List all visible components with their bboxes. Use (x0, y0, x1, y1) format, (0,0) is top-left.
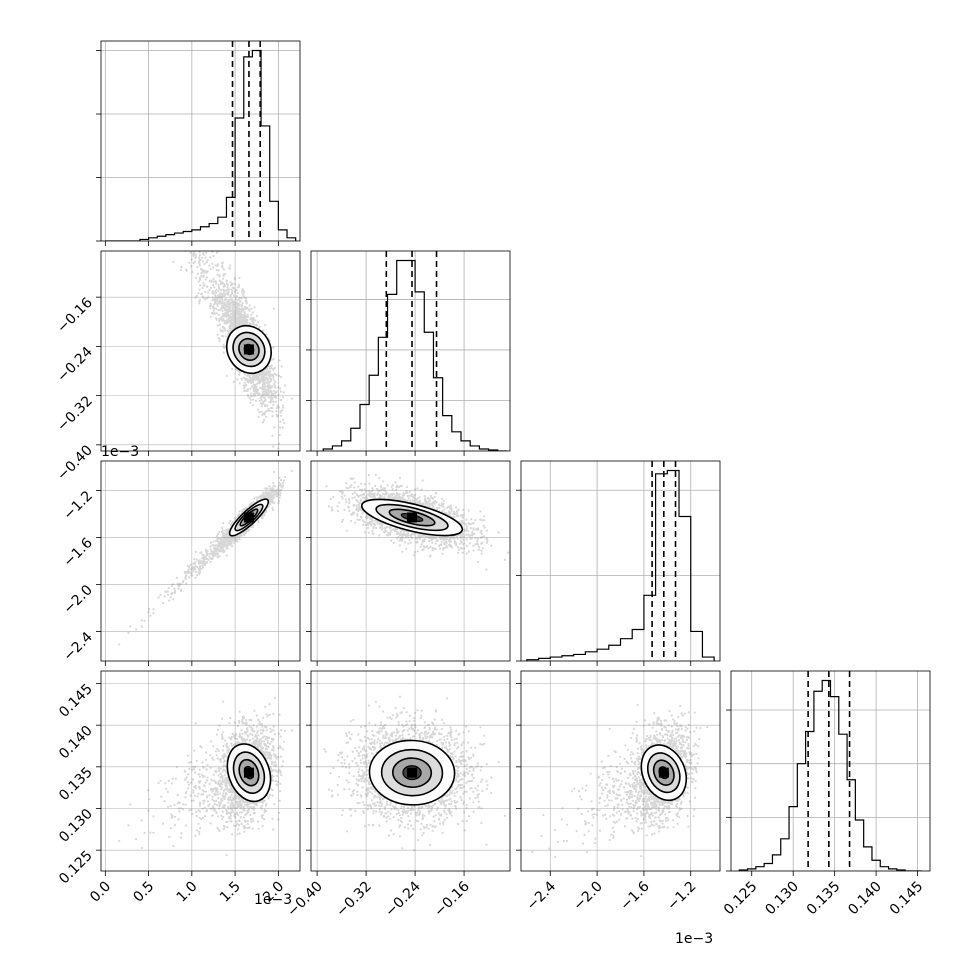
x-tick-label: 0.145 (887, 879, 927, 919)
axes-frame (100, 40, 301, 242)
x-tick-label: 1.5 (217, 879, 244, 906)
scatter-panel-2-0 (101, 461, 300, 661)
scatter-panel-1-0 (101, 251, 300, 451)
axes-frame (520, 670, 721, 872)
y-tick-label: 0.130 (56, 806, 96, 846)
axes-frame (100, 670, 301, 872)
axes-frame (520, 460, 721, 662)
y-tick-label: −0.32 (54, 393, 96, 435)
scatter-points (118, 469, 293, 646)
x-offset-label-param2: 1e−3 (675, 931, 713, 947)
hist-panel-0 (101, 41, 300, 241)
density-peak (243, 344, 254, 355)
axes-frame (100, 460, 301, 662)
axes-frame (310, 250, 511, 452)
y-tick-label: 0.145 (56, 681, 96, 721)
x-tick-label: 0.0 (87, 879, 114, 906)
y-tick-label: 0.140 (56, 723, 96, 763)
axes-frame (100, 250, 301, 452)
scatter-panel-3-2 (521, 671, 720, 871)
x-tick-label: −0.16 (431, 878, 473, 920)
x-tick-label: −0.32 (333, 879, 375, 921)
x-offset-label-param0: 1e−3 (254, 892, 292, 908)
histogram-step (526, 469, 715, 661)
x-tick-label: 0.140 (845, 879, 885, 919)
y-tick-label: 0.135 (56, 764, 96, 804)
density-peak (407, 512, 418, 523)
axes-frame (310, 670, 511, 872)
y-tick-label: 0.125 (56, 848, 96, 888)
x-tick-label: −1.2 (664, 879, 699, 914)
x-tick-label: 0.125 (721, 879, 761, 919)
density-peak (658, 767, 669, 778)
x-tick-label: −0.24 (382, 878, 424, 920)
scatter-panel-3-0 (101, 671, 300, 871)
hist-panel-1 (311, 251, 510, 451)
scatter-panel-2-1 (311, 461, 510, 661)
axes-frame (310, 460, 511, 662)
histogram-step (322, 259, 507, 451)
x-tick-label: 0.130 (762, 879, 802, 919)
y-tick-label: −0.40 (54, 442, 96, 484)
scatter-panel-3-1 (311, 671, 510, 871)
hist-panel-3 (731, 671, 930, 871)
x-tick-label: −2.4 (524, 878, 559, 913)
x-tick-label: −2.0 (571, 879, 606, 914)
density-peak (243, 767, 254, 778)
y-tick-label: −0.24 (54, 344, 96, 386)
scatter-points (172, 251, 293, 450)
y-offset-label-param2: 1e−3 (101, 444, 139, 460)
x-tick-label: 1.0 (174, 879, 201, 906)
axes-frame (730, 670, 931, 872)
x-tick-label: −1.6 (617, 878, 652, 913)
y-tick-label: −1.2 (60, 488, 95, 523)
histogram-step (105, 49, 297, 241)
hist-panel-2 (521, 461, 720, 661)
x-tick-label: 0.5 (130, 879, 157, 906)
y-tick-label: −2.4 (60, 629, 95, 664)
x-tick-label: 0.135 (804, 879, 844, 919)
y-tick-label: −1.6 (60, 535, 95, 570)
y-tick-label: −2.0 (60, 582, 95, 617)
density-peak (407, 767, 418, 778)
density-peak (243, 512, 254, 523)
y-tick-label: −0.16 (54, 295, 96, 337)
histogram-step (738, 679, 922, 871)
